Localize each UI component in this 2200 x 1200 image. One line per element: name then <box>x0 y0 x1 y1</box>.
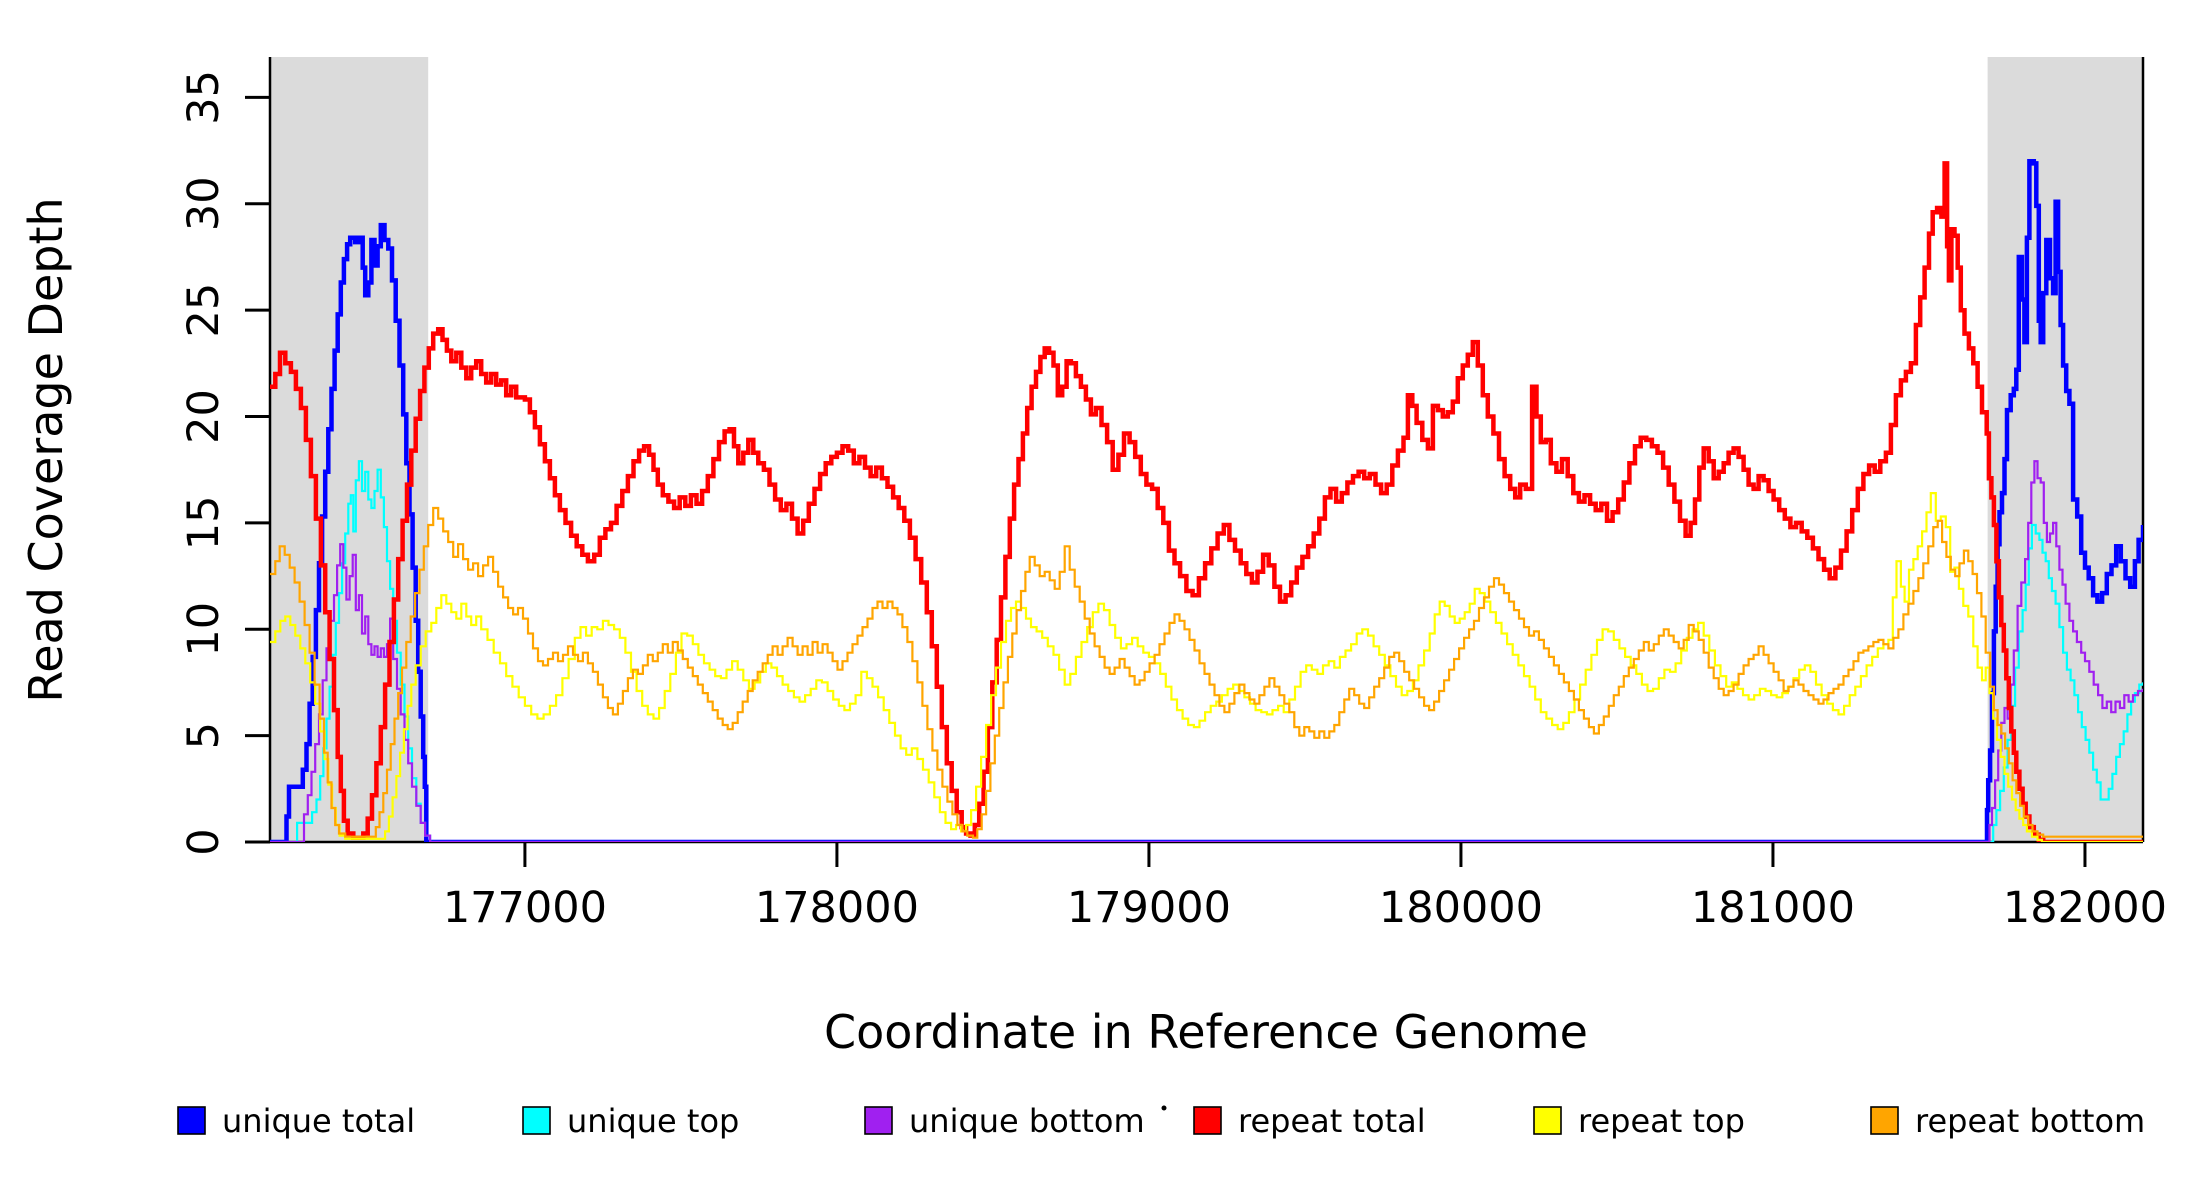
legend-swatch-unique-bottom <box>864 1106 893 1135</box>
legend-label: repeat top <box>1578 1102 1745 1140</box>
y-tick-label: 35 <box>179 70 229 125</box>
legend-item-unique-bottom: unique bottom <box>864 1102 1145 1140</box>
x-tick-label: 177000 <box>443 883 607 933</box>
x-tick-label: 182000 <box>2003 883 2167 933</box>
series-repeat-top <box>270 492 2143 842</box>
shaded-region-left <box>270 57 429 842</box>
y-tick-label: 5 <box>179 722 229 749</box>
y-tick-label: 0 <box>179 828 229 855</box>
legend-label: unique total <box>222 1102 415 1140</box>
x-tick-label: 181000 <box>1691 883 1855 933</box>
legend-label: unique top <box>567 1102 739 1140</box>
x-axis-title: Coordinate in Reference Genome <box>824 1005 1588 1059</box>
series-unique-total <box>270 158 2143 842</box>
legend-swatch-repeat-top <box>1533 1106 1562 1135</box>
legend-item-repeat-total: repeat total <box>1193 1102 1426 1140</box>
y-tick-label: 10 <box>179 602 229 657</box>
series-repeat-bottom <box>270 506 2143 839</box>
legend-item-repeat-bottom: repeat bottom <box>1870 1102 2145 1140</box>
series-unique-top <box>270 460 2143 842</box>
tick-labels: 177000 178000 179000 180000 181000 182000 0 5 10… <box>179 70 2167 933</box>
legend-item-unique-top: unique top <box>522 1102 739 1140</box>
legend-swatch-unique-top <box>522 1106 551 1135</box>
legend-item-repeat-top: repeat top <box>1533 1102 1745 1140</box>
legend-swatch-unique-total <box>177 1106 206 1135</box>
legend: unique total unique top unique bottom repea… <box>177 1102 2145 1140</box>
x-tick-label: 179000 <box>1067 883 1231 933</box>
series-repeat-total <box>270 161 2143 842</box>
legend-label: repeat bottom <box>1915 1102 2145 1140</box>
shaded-flank-regions <box>270 57 2143 842</box>
legend-swatch-repeat-bottom <box>1870 1106 1899 1135</box>
x-tick-label: 178000 <box>755 883 919 933</box>
artifact-dot <box>1161 1105 1167 1111</box>
legend-label: unique bottom <box>909 1102 1145 1140</box>
x-tick-label: 180000 <box>1379 883 1543 933</box>
legend-swatch-repeat-total <box>1193 1106 1222 1135</box>
y-tick-label: 25 <box>179 283 229 338</box>
legend-label: repeat total <box>1238 1102 1426 1140</box>
y-tick-label: 15 <box>179 496 229 551</box>
axes <box>245 57 2145 867</box>
coverage-series <box>270 158 2143 842</box>
legend-item-unique-total: unique total <box>177 1102 415 1140</box>
y-axis-title: Read Coverage Depth <box>19 197 73 702</box>
y-tick-label: 20 <box>179 389 229 444</box>
series-unique-bottom <box>270 460 2143 842</box>
y-tick-label: 30 <box>179 176 229 231</box>
